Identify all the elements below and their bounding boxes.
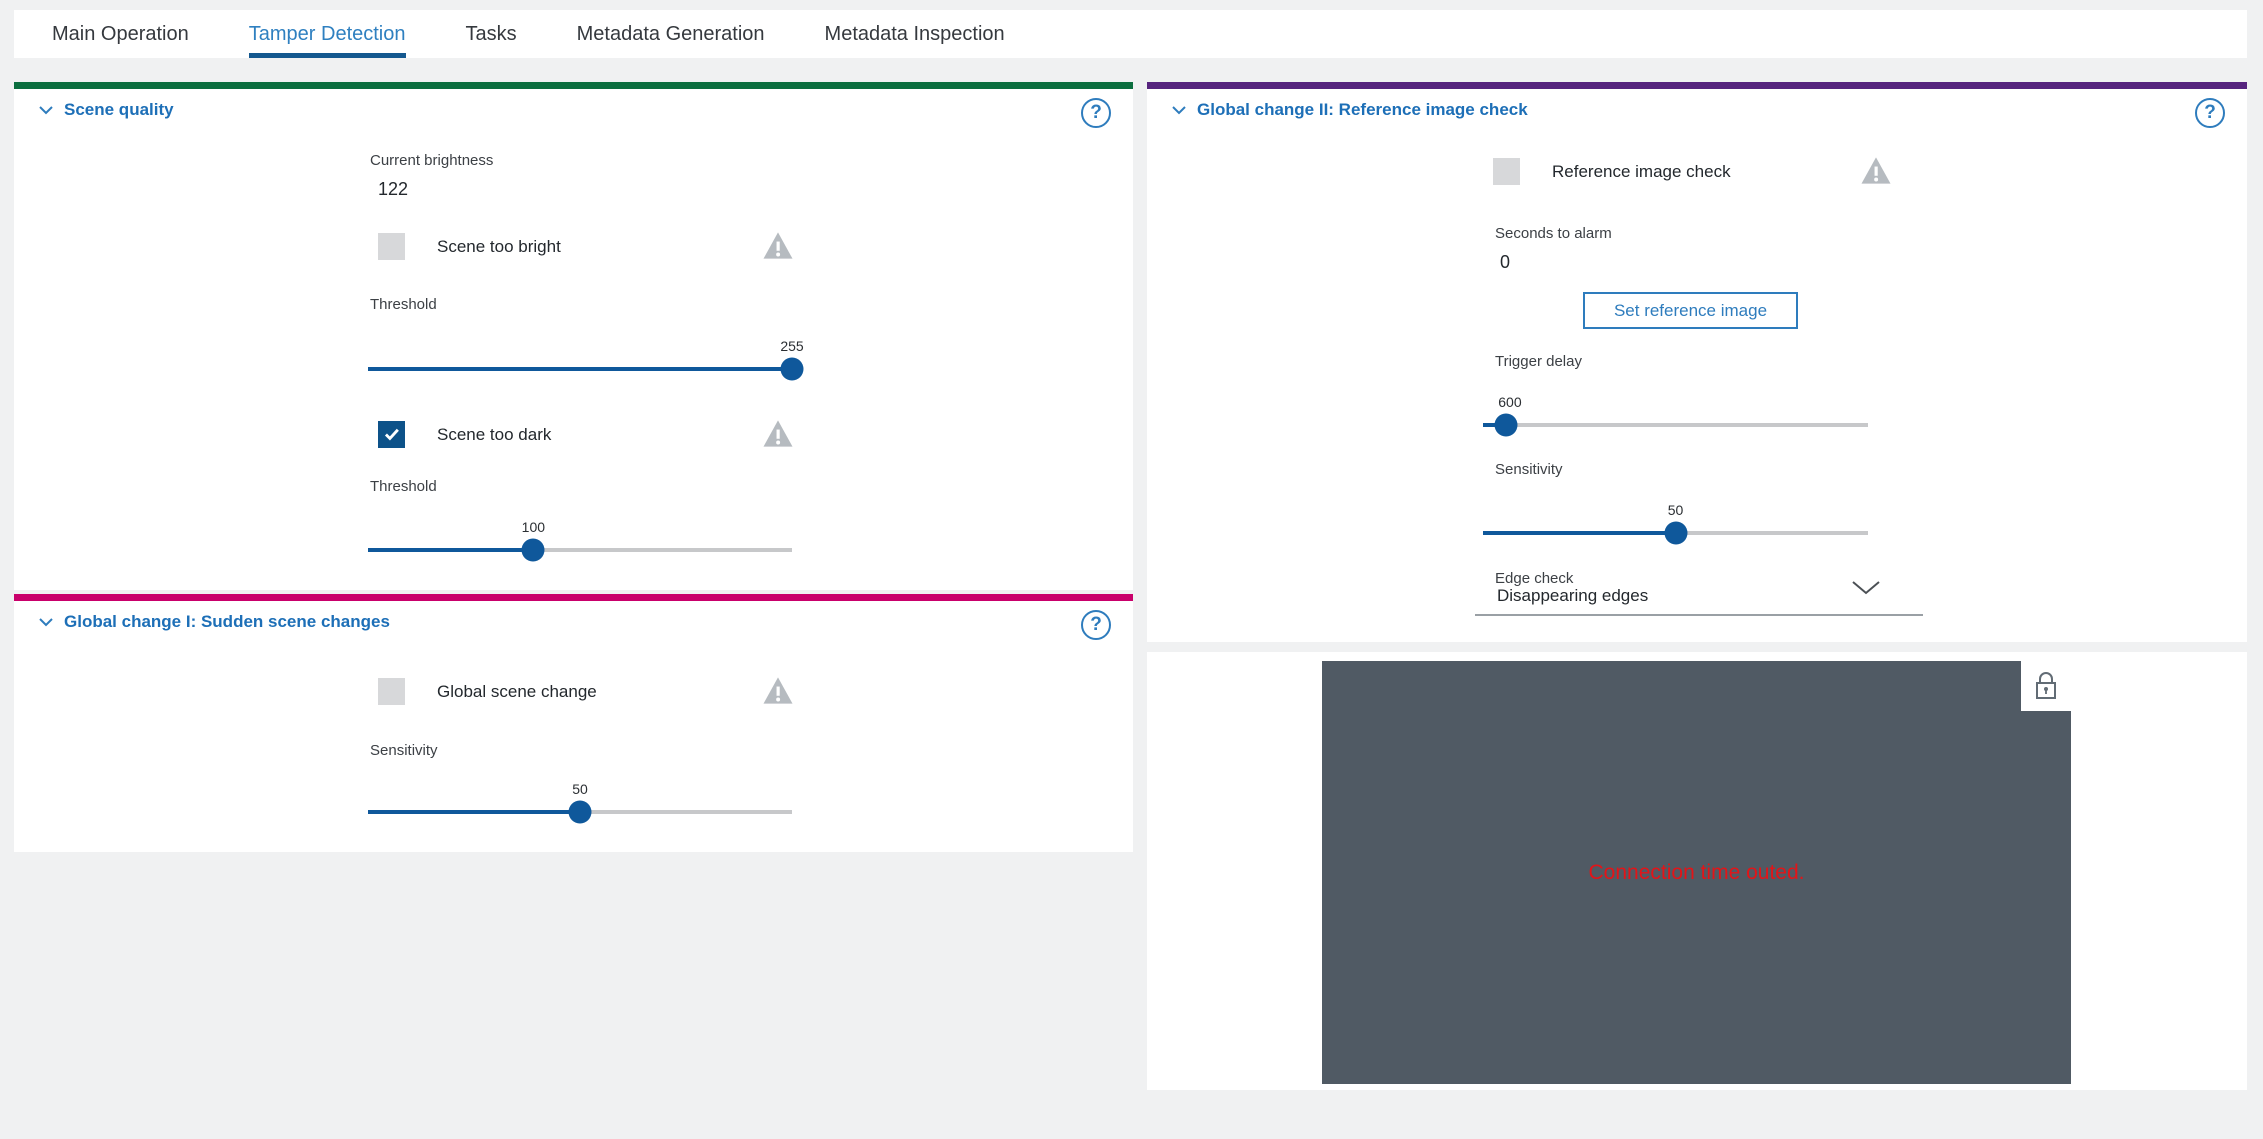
reference-image-check-checkbox[interactable] — [1493, 158, 1520, 185]
reference-image-check-label: Reference image check — [1552, 161, 1731, 181]
slider-thumb[interactable] — [568, 800, 592, 824]
sensitivity-value: 50 — [572, 781, 588, 797]
set-reference-image-button[interactable]: Set reference image — [1583, 292, 1798, 329]
connection-status-message: Connection time outed. — [1588, 860, 1805, 884]
edge-check-label: Edge check — [1495, 570, 1574, 587]
panel-title-global-change-1: Global change I: Sudden scene changes — [64, 612, 390, 631]
global-scene-change-row: Global scene change — [378, 678, 597, 705]
help-icon[interactable]: ? — [2195, 98, 2225, 128]
reference-image-check-row: Reference image check — [1493, 158, 1731, 185]
scene-too-bright-row: Scene too bright — [378, 233, 561, 260]
threshold-dark-label: Threshold — [370, 478, 437, 495]
slider-thumb[interactable] — [521, 538, 545, 562]
warning-icon — [1860, 156, 1892, 190]
chevron-down-icon[interactable] — [38, 105, 54, 115]
panel-title-global-change-2: Global change II: Reference image check — [1197, 100, 1528, 119]
tab-tamper-detection[interactable]: Tamper Detection — [248, 10, 406, 58]
scene-too-bright-label: Scene too bright — [437, 236, 561, 256]
global-change-1-panel: Global change I: Sudden scene changes ? … — [14, 594, 1133, 852]
slider-thumb[interactable] — [780, 357, 804, 381]
scene-too-dark-checkbox[interactable] — [378, 421, 405, 448]
tab-main-operation[interactable]: Main Operation — [52, 22, 189, 45]
lock-icon — [2021, 661, 2071, 711]
current-brightness-value: 122 — [378, 179, 409, 199]
global-change-2-panel: Global change II: Reference image check … — [1147, 82, 2247, 642]
video-preview: Connection time outed. — [1322, 661, 2071, 1084]
trigger-delay-slider[interactable]: 600 — [1483, 394, 1868, 437]
panel-title-scene-quality: Scene quality — [64, 100, 174, 119]
seconds-to-alarm-value: 0 — [1500, 252, 1511, 272]
sensitivity-slider[interactable]: 50 — [1483, 502, 1868, 545]
help-icon[interactable]: ? — [1081, 98, 1111, 128]
video-preview-card: Connection time outed. — [1147, 652, 2247, 1090]
slider-thumb[interactable] — [1494, 413, 1518, 437]
warning-icon — [762, 676, 794, 710]
warning-icon — [762, 419, 794, 453]
chevron-down-icon[interactable] — [38, 617, 54, 627]
threshold-dark-value: 100 — [521, 519, 546, 535]
trigger-delay-label: Trigger delay — [1495, 353, 1582, 370]
global-scene-change-checkbox[interactable] — [378, 678, 405, 705]
chevron-down-icon[interactable] — [1171, 105, 1187, 115]
sensitivity-value: 50 — [1667, 502, 1684, 518]
warning-icon — [762, 231, 794, 265]
tab-metadata-inspection[interactable]: Metadata Inspection — [824, 22, 1005, 45]
tab-tasks[interactable]: Tasks — [465, 22, 517, 45]
trigger-delay-value: 600 — [1498, 394, 1522, 410]
edge-check-dropdown[interactable]: Disappearing edges — [1475, 581, 1923, 616]
scene-quality-panel: Scene quality ? Current brightness 122 S… — [14, 82, 1133, 590]
edge-check-selected-value: Disappearing edges — [1497, 586, 1649, 605]
threshold-bright-label: Threshold — [370, 296, 437, 313]
threshold-bright-value: 255 — [780, 338, 804, 354]
chevron-down-icon — [1851, 580, 1881, 600]
sensitivity-label: Sensitivity — [1495, 461, 1563, 478]
global-scene-change-label: Global scene change — [437, 681, 597, 701]
seconds-to-alarm-label: Seconds to alarm — [1495, 225, 1612, 242]
tab-metadata-generation[interactable]: Metadata Generation — [576, 22, 765, 45]
threshold-bright-slider[interactable]: 255 — [368, 338, 804, 381]
scene-too-dark-label: Scene too dark — [437, 424, 552, 444]
tab-bar: Main Operation Tamper Detection Tasks Me… — [14, 10, 2247, 58]
scene-too-dark-row: Scene too dark — [378, 421, 551, 448]
scene-too-bright-checkbox[interactable] — [378, 233, 405, 260]
threshold-dark-slider[interactable]: 100 — [368, 519, 792, 562]
current-brightness-label: Current brightness — [370, 152, 494, 169]
sensitivity-label: Sensitivity — [370, 742, 438, 759]
help-icon[interactable]: ? — [1081, 610, 1111, 640]
sensitivity-slider[interactable]: 50 — [368, 781, 792, 824]
slider-thumb[interactable] — [1664, 521, 1687, 545]
